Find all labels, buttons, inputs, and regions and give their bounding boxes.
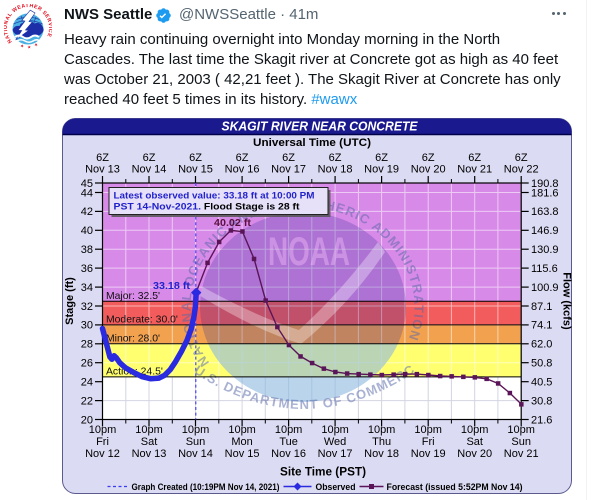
svg-text:6Z: 6Z [468,152,481,164]
svg-text:20: 20 [81,414,93,426]
svg-text:163.8: 163.8 [531,206,559,218]
svg-text:Sun: Sun [186,436,206,448]
svg-text:Major: 32.5': Major: 32.5' [106,291,160,302]
svg-text:10pm: 10pm [321,424,349,436]
svg-text:Fri: Fri [422,436,435,448]
svg-text:Sat: Sat [141,436,158,448]
svg-text:Nov 18: Nov 18 [318,164,353,176]
svg-text:30.8: 30.8 [531,395,552,407]
svg-text:10pm: 10pm [368,424,396,436]
svg-text:6Z: 6Z [236,152,249,164]
svg-text:Flow (kcfs): Flow (kcfs) [561,272,573,330]
svg-text:6Z: 6Z [515,152,528,164]
svg-text:130.9: 130.9 [531,244,559,256]
svg-text:Nov 19: Nov 19 [411,448,446,460]
svg-text:28: 28 [81,339,93,351]
svg-text:Forecast (issued 5:52PM Nov 14: Forecast (issued 5:52PM Nov 14) [387,482,523,492]
svg-text:Wed: Wed [324,436,346,448]
svg-text:Universal Time (UTC): Universal Time (UTC) [253,137,371,149]
svg-text:Sun: Sun [511,436,531,448]
svg-text:74.1: 74.1 [531,320,552,332]
svg-text:10pm: 10pm [182,424,210,436]
svg-text:Nov 15: Nov 15 [178,164,213,176]
svg-text:87.1: 87.1 [531,301,552,313]
svg-text:Nov 21: Nov 21 [504,448,539,460]
svg-text:10pm: 10pm [507,424,535,436]
svg-text:Nov 20: Nov 20 [457,448,492,460]
svg-text:22: 22 [81,395,93,407]
svg-text:Graph Created (10:19PM Nov 14,: Graph Created (10:19PM Nov 14, 2021) [132,482,280,492]
svg-text:115.6: 115.6 [531,263,558,275]
svg-text:★ ★ ★: ★ ★ ★ [19,41,40,50]
svg-text:40.02 ft: 40.02 ft [214,217,252,229]
svg-text:Nov 20: Nov 20 [411,164,446,176]
svg-text:Site Time (PST): Site Time (PST) [280,467,366,479]
svg-text:100.9: 100.9 [531,282,559,294]
svg-text:40: 40 [81,225,93,237]
svg-text:6Z: 6Z [422,152,435,164]
svg-text:34: 34 [81,282,93,294]
svg-text:Latest observed value: 33.18 f: Latest observed value: 33.18 ft at 10:00… [114,191,315,202]
svg-text:42: 42 [81,206,93,218]
svg-text:26: 26 [81,358,93,370]
svg-text:6Z: 6Z [143,152,156,164]
svg-text:Tue: Tue [279,436,298,448]
svg-text:190.8: 190.8 [531,178,559,190]
svg-text:6Z: 6Z [96,152,109,164]
svg-text:NOAA: NOAA [268,230,350,274]
svg-text:Nov 13: Nov 13 [85,164,120,176]
svg-text:Nov 14: Nov 14 [132,164,167,176]
svg-text:6Z: 6Z [189,152,202,164]
svg-text:Nov 16: Nov 16 [225,164,260,176]
svg-text:10pm: 10pm [228,424,256,436]
svg-text:10pm: 10pm [461,424,489,436]
svg-text:30: 30 [81,320,93,332]
svg-text:Nov 17: Nov 17 [271,164,306,176]
svg-text:6Z: 6Z [282,152,295,164]
svg-text:Moderate: 30.0': Moderate: 30.0' [106,315,178,326]
svg-text:Nov 13: Nov 13 [132,448,167,460]
svg-text:10pm: 10pm [275,424,303,436]
svg-text:Nov 22: Nov 22 [504,164,539,176]
svg-text:6Z: 6Z [375,152,388,164]
svg-text:Thu: Thu [372,436,391,448]
svg-text:146.9: 146.9 [531,225,559,237]
svg-text:Sat: Sat [466,436,483,448]
svg-text:Mon: Mon [231,436,252,448]
svg-text:Nov 19: Nov 19 [364,164,399,176]
svg-text:36: 36 [81,263,93,275]
svg-text:Minor: 28.0': Minor: 28.0' [106,334,160,345]
svg-text:PST 14-Nov-2021. Flood Stage i: PST 14-Nov-2021. Flood Stage is 28 ft [114,202,301,213]
svg-text:10pm: 10pm [135,424,163,436]
svg-text:Nov 18: Nov 18 [364,448,399,460]
svg-text:6Z: 6Z [329,152,342,164]
svg-text:38: 38 [81,244,93,256]
svg-text:Nov 21: Nov 21 [457,164,492,176]
svg-text:Stage (ft): Stage (ft) [64,277,76,325]
svg-text:181.6: 181.6 [531,187,559,199]
svg-text:Nov 16: Nov 16 [271,448,306,460]
svg-text:50.8: 50.8 [531,358,552,370]
svg-text:24: 24 [81,377,93,389]
svg-text:44: 44 [81,187,93,199]
svg-text:21.6: 21.6 [531,414,552,426]
svg-text:10pm: 10pm [89,424,117,436]
svg-text:SKAGIT RIVER NEAR CONCRETE: SKAGIT RIVER NEAR CONCRETE [222,120,419,134]
svg-text:33.18 ft: 33.18 ft [153,280,191,292]
svg-text:Nov 15: Nov 15 [225,448,260,460]
svg-text:Observed: Observed [316,482,356,492]
svg-text:Nov 14: Nov 14 [178,448,213,460]
svg-text:Fri: Fri [96,436,109,448]
svg-text:45: 45 [81,178,93,190]
svg-text:Nov 17: Nov 17 [318,448,353,460]
svg-text:Nov 12: Nov 12 [85,448,120,460]
svg-text:10pm: 10pm [414,424,442,436]
svg-text:32: 32 [81,301,93,313]
svg-text:62.0: 62.0 [531,339,552,351]
svg-text:40.5: 40.5 [531,377,552,389]
